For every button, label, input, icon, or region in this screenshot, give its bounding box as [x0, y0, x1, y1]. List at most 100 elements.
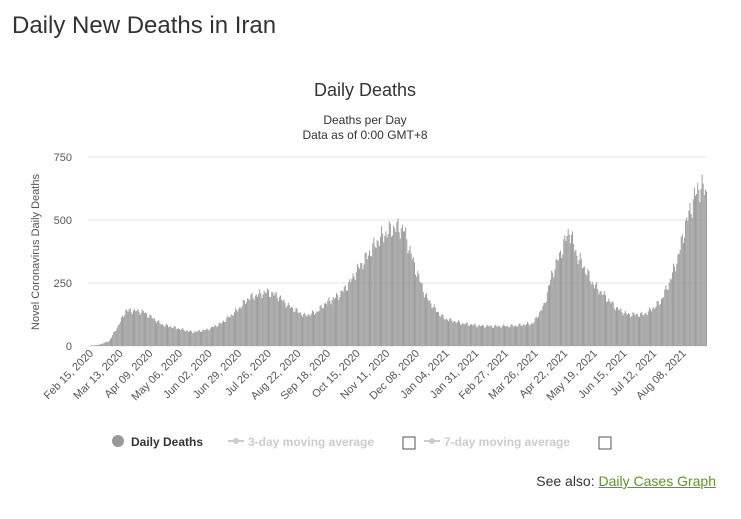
bar: [364, 252, 366, 346]
bar: [362, 269, 364, 346]
bar: [246, 302, 248, 346]
bar: [283, 299, 285, 346]
bar: [350, 281, 352, 346]
daily-cases-graph-link[interactable]: Daily Cases Graph: [598, 473, 717, 489]
bar: [365, 252, 367, 346]
bar: [288, 305, 290, 346]
bar: [270, 297, 272, 346]
bar: [277, 301, 279, 346]
bar: [210, 326, 212, 346]
bar: [230, 314, 232, 346]
bar: [405, 227, 407, 346]
y-tick-labels: 0 250 500 750: [54, 152, 72, 353]
bar: [174, 326, 176, 346]
bar: [276, 297, 278, 346]
bar: [212, 327, 213, 346]
checkbox-7-day-moving-average[interactable]: [598, 436, 612, 450]
bar: [142, 311, 144, 346]
bar: [703, 194, 705, 346]
bar: [623, 312, 625, 346]
bar: [459, 321, 460, 346]
bar: [499, 326, 501, 346]
bar: [576, 255, 578, 346]
bar: [494, 325, 496, 346]
bar: [170, 326, 172, 346]
bar: [418, 274, 420, 346]
bar: [529, 325, 531, 346]
bar: [667, 289, 669, 346]
bar: [105, 341, 107, 346]
bar: [204, 330, 206, 346]
bar: [676, 263, 678, 346]
bar: [239, 306, 241, 346]
bar: [295, 308, 297, 346]
bar: [573, 243, 575, 346]
bar: [351, 278, 353, 346]
bar: [373, 237, 375, 346]
bar: [293, 311, 295, 346]
bar: [195, 331, 197, 346]
bar: [450, 317, 452, 346]
bar: [398, 232, 400, 346]
see-also: See also: Daily Cases Graph: [536, 473, 716, 489]
bar: [125, 309, 127, 346]
legend-label-3-day-moving-average: 3-day moving average: [248, 435, 374, 449]
bar: [530, 324, 532, 346]
bar: [685, 220, 687, 346]
bar: [216, 327, 218, 346]
bar: [371, 256, 373, 346]
bar: [281, 299, 283, 346]
bar: [523, 324, 525, 346]
bar: [439, 315, 441, 346]
legend-item-3-day-moving-average[interactable]: 3-day moving average: [228, 435, 374, 449]
bar: [453, 321, 455, 346]
bar: [294, 311, 296, 346]
bar: [376, 240, 378, 346]
bar: [252, 297, 254, 346]
bar: [113, 332, 115, 346]
bar: [286, 305, 288, 346]
bar: [660, 298, 662, 346]
bar: [522, 324, 524, 346]
checkbox-3-day-moving-average[interactable]: [402, 436, 416, 450]
bar: [227, 315, 229, 346]
bar: [665, 285, 667, 346]
bar: [603, 291, 605, 346]
bar: [558, 252, 560, 346]
bar: [596, 281, 598, 346]
bar: [466, 322, 468, 346]
bar: [695, 195, 696, 346]
bar: [434, 307, 436, 346]
bar: [419, 281, 421, 346]
bar: [482, 324, 484, 346]
bar: [682, 243, 684, 346]
bar: [175, 328, 177, 346]
bar: [690, 213, 692, 346]
y-axis-label: Novel Coronavirus Daily Deaths: [30, 174, 42, 330]
bar: [163, 326, 165, 346]
bar: [106, 341, 108, 346]
bar: [451, 320, 453, 346]
bar: [404, 231, 406, 346]
bar: [139, 314, 141, 346]
bar: [339, 297, 341, 346]
legend-item-daily-deaths[interactable]: Daily Deaths: [112, 435, 203, 449]
bar: [214, 325, 216, 346]
bar: [408, 250, 410, 346]
bar: [186, 330, 188, 346]
bar: [250, 294, 252, 346]
bar: [109, 339, 111, 346]
bar: [516, 326, 518, 346]
bar: [584, 266, 586, 346]
bar: [289, 308, 291, 346]
bar: [93, 345, 95, 346]
bar: [601, 295, 603, 346]
bar: [265, 292, 267, 346]
bar: [461, 324, 463, 346]
bar: [488, 326, 490, 346]
bar: [632, 312, 634, 346]
bar: [446, 319, 448, 346]
bar: [655, 306, 657, 346]
bar: [598, 294, 600, 346]
legend-item-7-day-moving-average[interactable]: 7-day moving average: [424, 435, 570, 449]
